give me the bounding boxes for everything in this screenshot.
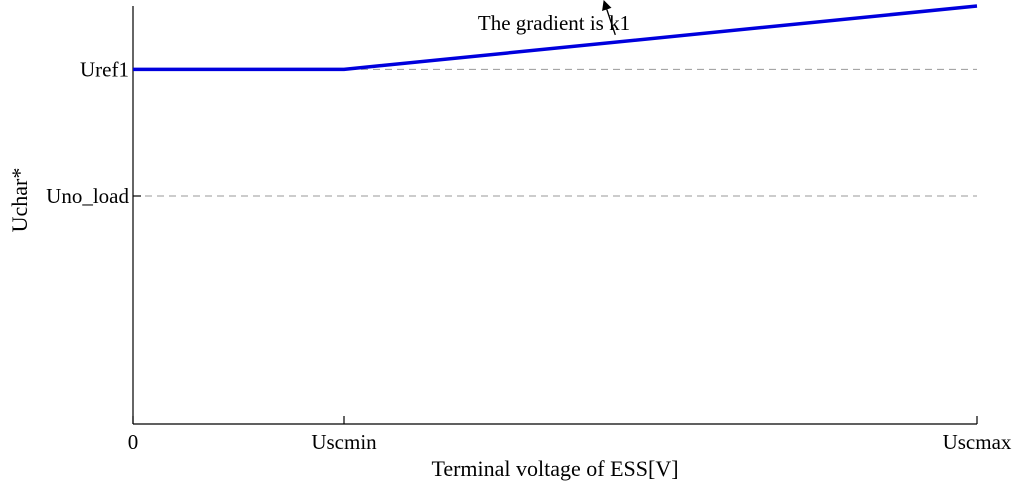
x-tick-group: 0 Uscmin Uscmax xyxy=(128,416,1012,454)
series-line-0 xyxy=(133,4,978,72)
x-tick-label-0: 0 xyxy=(128,430,139,454)
series-group xyxy=(133,4,978,72)
annotation-label: The gradient is k1 xyxy=(478,11,630,35)
annotation-arrow xyxy=(602,0,616,36)
reference-lines xyxy=(133,68,977,197)
x-axis-title: Terminal voltage of ESS[V] xyxy=(431,456,678,481)
y-tick-label-1: Uref1 xyxy=(80,57,129,81)
y-tick-group: Uno_load Uref1 xyxy=(46,57,141,208)
x-tick-label-1: Uscmin xyxy=(311,430,377,454)
y-axis-title: Uchar* xyxy=(7,168,32,233)
x-tick-label-2: Uscmax xyxy=(943,430,1012,454)
y-tick-label-0: Uno_load xyxy=(46,184,129,208)
